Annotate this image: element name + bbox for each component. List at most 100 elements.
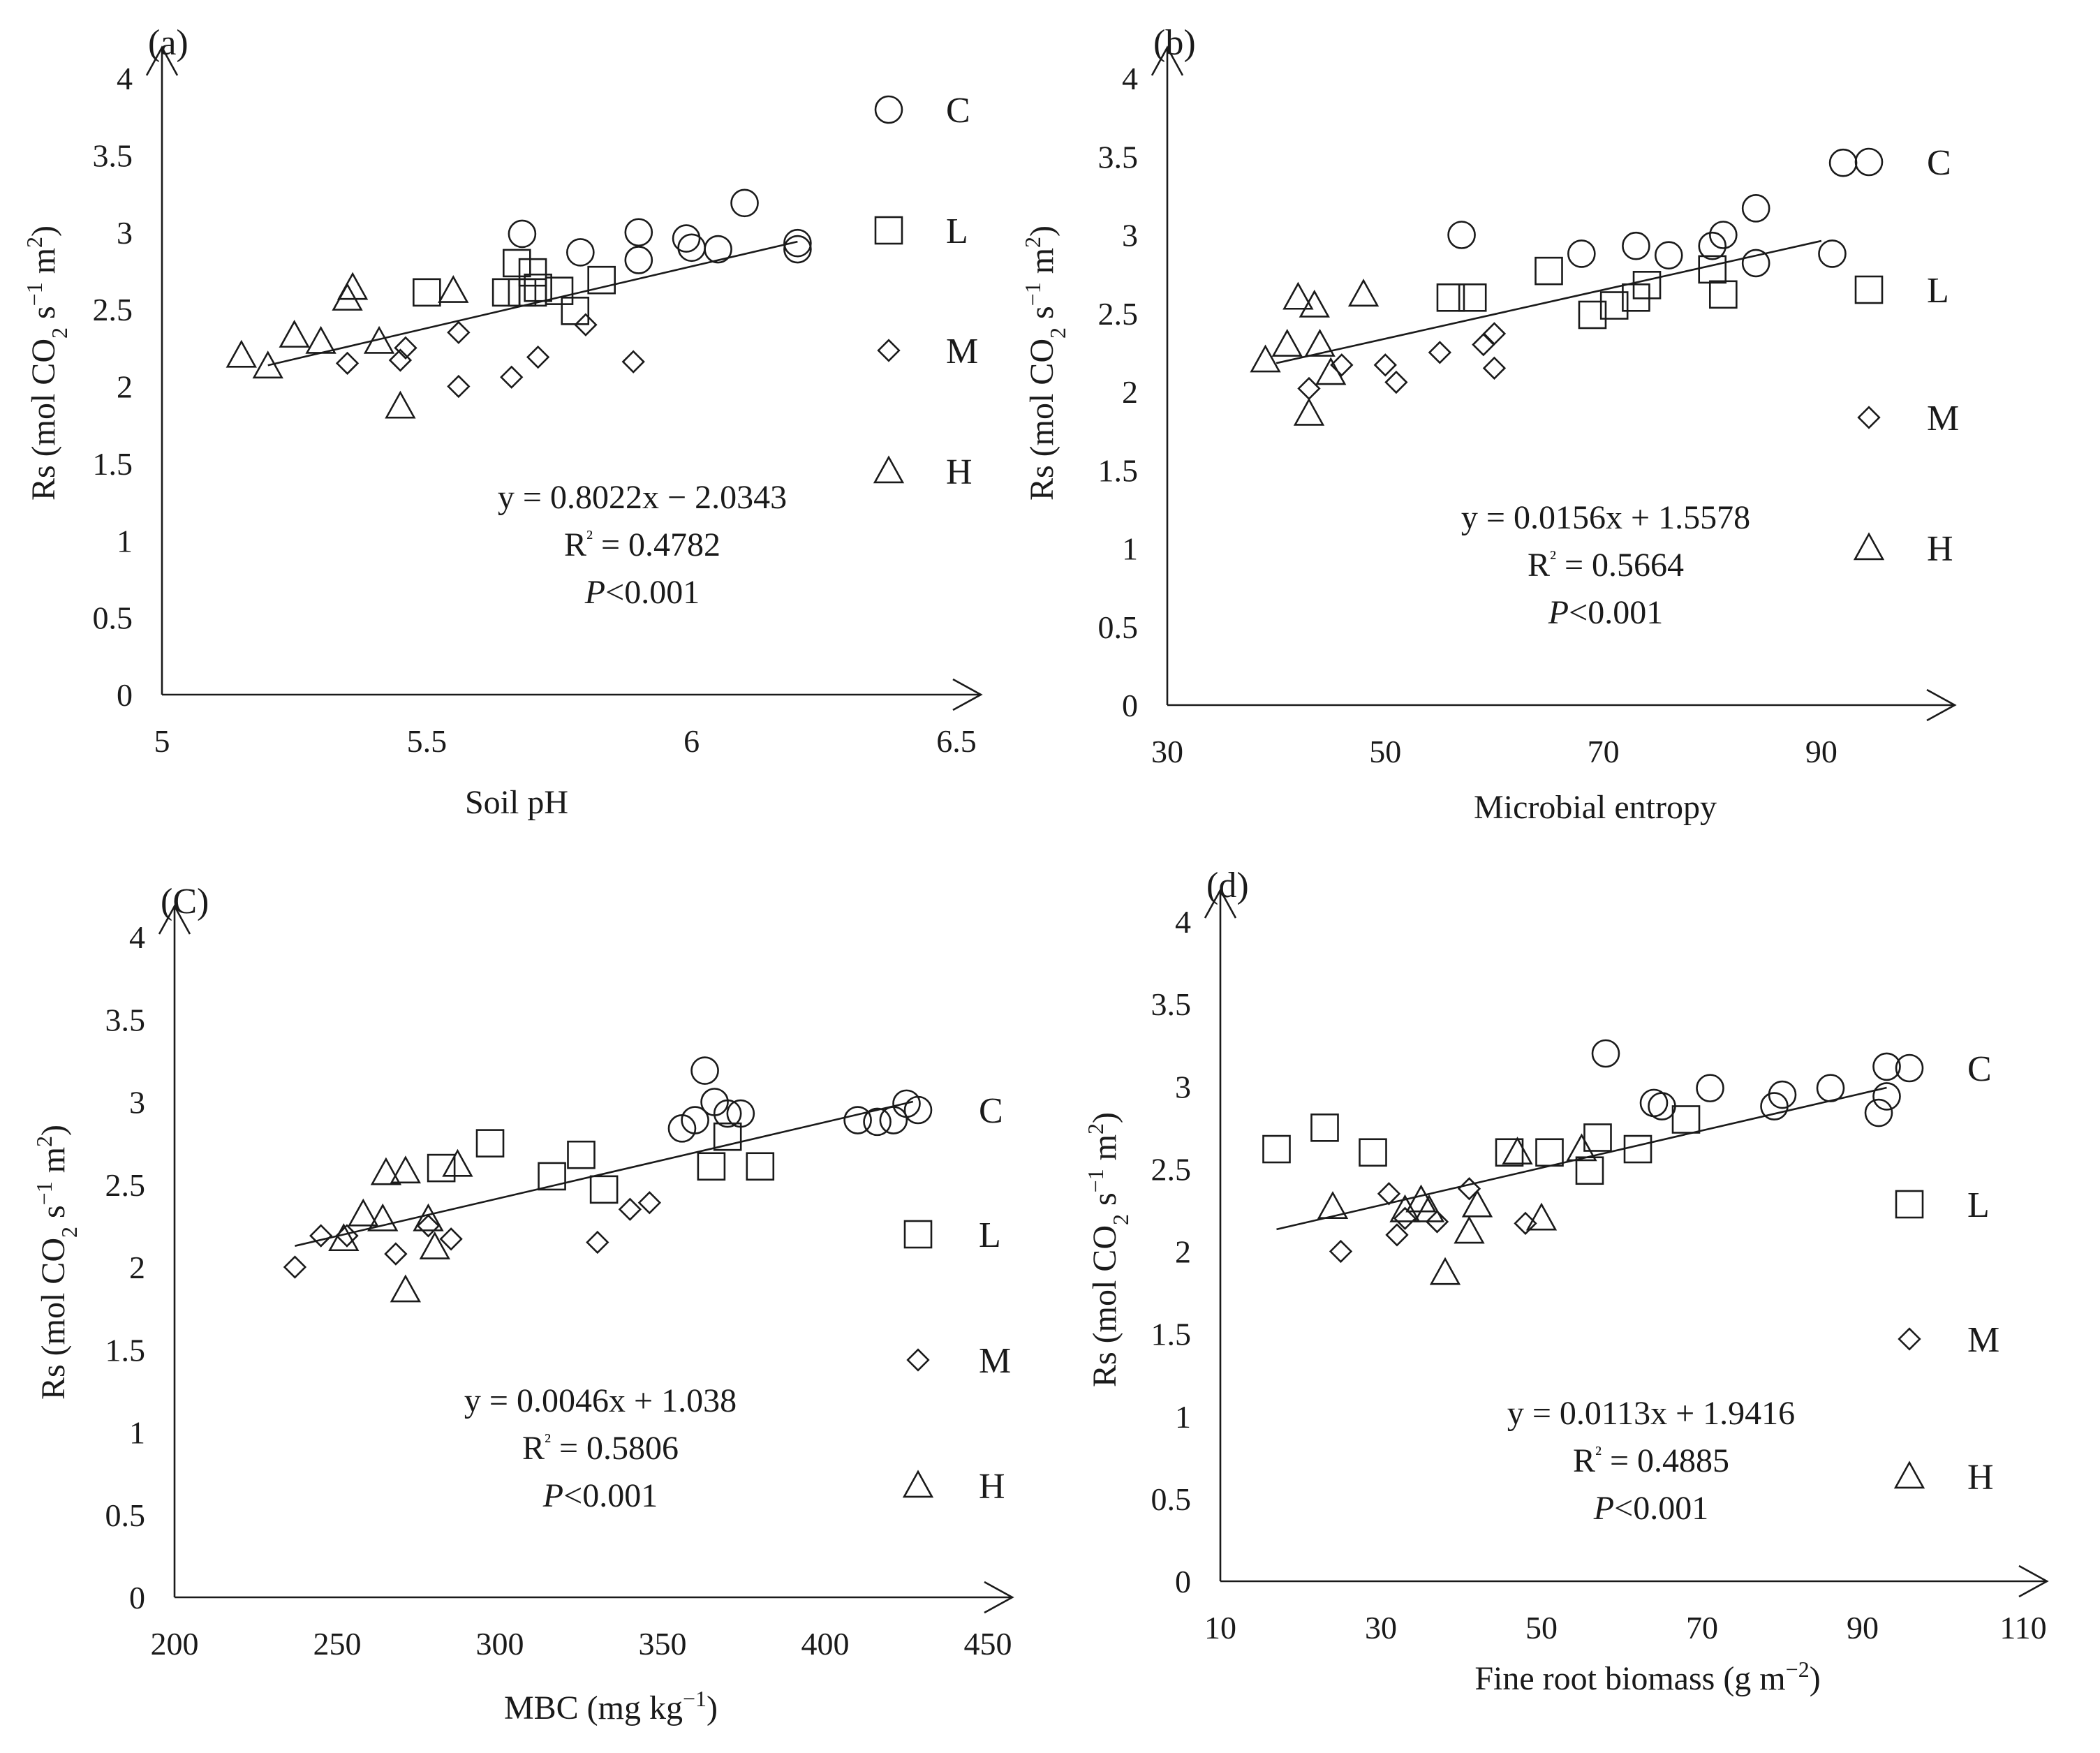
y-tick-label: 1.5 [1098,452,1139,488]
legend-label: C [1927,143,1951,183]
panel-label: (b) [1153,23,1196,63]
legend-label: C [979,1091,1003,1131]
legend-item-C: C [874,91,970,131]
legend-marker-triangle [873,455,905,484]
x-tick-label: 200 [151,1626,199,1662]
x-axis-arrow [2018,1565,2049,1598]
series-L [413,249,616,325]
data-point-M [1297,376,1321,401]
fit-line [267,240,798,367]
y-tick-label: 2.5 [105,1167,146,1203]
legend-item-H: H [1893,1458,1994,1497]
x-tick-label: 6.5 [936,723,977,759]
data-point-C [1818,239,1847,268]
y-tick-label: 1.5 [105,1332,146,1368]
data-point-L [1262,1134,1291,1164]
fit-equation: y = 0.0046x + 1.038 [464,1382,737,1419]
series-L [1436,255,1738,330]
chart-panel-2: (b) 30 50 70 90 0 0.5 1 1.5 2 2.5 3 3.5 4 Microbial en… [1020,23,1959,826]
x-tick-label: 50 [1525,1610,1558,1645]
data-point-L [1535,1138,1564,1167]
y-tick-label: 2.5 [1151,1151,1192,1187]
fit-line [295,1100,914,1247]
data-point-L [1359,1138,1387,1167]
y-tick-label: 0 [129,1580,145,1615]
data-point-L [491,278,521,307]
data-point-C [624,218,653,247]
data-point-M [574,313,598,336]
data-point-H [1525,1202,1558,1231]
data-point-C [730,188,759,218]
data-point-M [335,351,360,376]
x-tick-label: 30 [1151,734,1183,769]
legend-item-C: C [1895,1049,1992,1089]
r-squared: R² = 0.5664 [1528,547,1684,584]
y-tick-label: 0.5 [1151,1481,1192,1517]
data-point-L [1535,256,1563,286]
y-tick-label: 1.5 [93,446,133,482]
data-point-M [1377,1182,1401,1206]
data-point-L [1575,1156,1604,1185]
legend-label: L [946,212,968,251]
legend-marker-circle [874,95,903,124]
data-point-H [438,275,469,303]
legend-marker-triangle [1853,532,1885,561]
data-point-M [1482,322,1507,346]
data-point-C [1872,1082,1901,1111]
legend-item-H: H [1853,529,1953,569]
x-tick-label: 300 [476,1626,524,1662]
y-tick-label: 2 [1122,374,1138,410]
x-tick-label: 400 [801,1626,850,1662]
data-point-C [1648,1092,1676,1120]
y-tick-label: 0.5 [105,1497,146,1533]
x-tick-label: 6 [683,723,700,759]
x-tick-label: 50 [1369,734,1401,769]
data-point-C [1816,1074,1845,1102]
legend-item-H: H [902,1467,1005,1507]
data-point-M [309,1224,333,1248]
legend-marker-square [903,1220,933,1249]
data-point-M [1482,356,1507,380]
data-point-M [621,350,645,373]
data-point-C [508,219,537,249]
y-axis-title: Rs (mol CO2 s−1 m2) [1083,1112,1133,1387]
data-point-H [390,1274,422,1303]
data-point-L [427,1153,456,1183]
data-point-M [1373,353,1397,377]
chart-panel-3: (C) 200 250 300 350 400 450 0 0.5 1 1.5 2 2.5 3 3.5 4 MB… [31,882,1014,1726]
legend-label: H [1927,529,1953,569]
series-C [508,188,812,274]
data-point-C [681,1106,709,1134]
legend-label: M [946,332,978,371]
x-tick-label: 250 [313,1626,362,1662]
y-axis-title: Rs (mol CO2 s−1 m2) [31,1125,82,1400]
y-axis-title: Rs (mol CO2 s−1 m2) [22,225,72,501]
p-value: P<0.001 [542,1477,658,1514]
p-value: P<0.001 [1593,1490,1708,1527]
y-axis-arrow [158,904,191,935]
series-M [1329,1177,1537,1264]
data-point-L [746,1152,775,1181]
data-point-H [363,325,395,354]
r-squared: R² = 0.4885 [1573,1442,1729,1480]
p-value: P<0.001 [584,574,700,611]
data-point-L [1698,255,1727,284]
data-point-H [413,1203,444,1231]
x-axis-arrow [1926,688,1957,722]
series-H [328,1148,473,1303]
legend-marker-circle [903,1095,933,1125]
data-point-H [1347,279,1380,307]
data-point-M [416,1214,441,1238]
data-point-H [279,320,310,348]
r-squared: R² = 0.4782 [564,526,720,564]
data-point-M [526,345,550,369]
data-point-C [1591,1039,1620,1068]
legend-label: H [1967,1458,1994,1497]
data-point-L [1495,1138,1524,1167]
y-tick-label: 2 [117,369,133,405]
data-point-C [1622,231,1650,260]
data-point-C [624,246,653,274]
data-point-C [1872,1052,1901,1081]
panel-label: (a) [148,23,188,63]
data-point-H [367,1203,399,1231]
